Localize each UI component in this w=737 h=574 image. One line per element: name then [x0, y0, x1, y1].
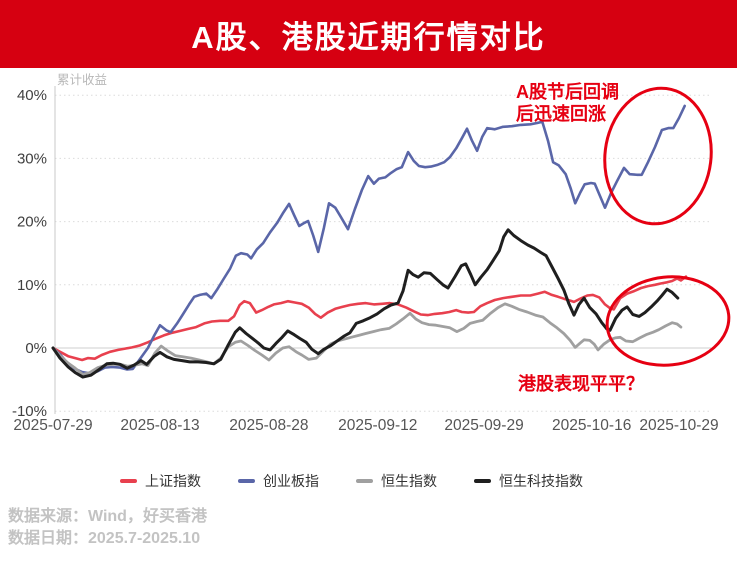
data-date-range: 数据日期：2025.7-2025.10 [8, 530, 201, 547]
legend-label: 恒生指数 [381, 473, 437, 489]
legend: 上证指数 创业板指 恒生指数 恒生科技指数 [0, 471, 737, 491]
x-tick-label: 2025-10-16 [552, 417, 631, 434]
x-tick-label: 2025-08-13 [120, 417, 199, 434]
legend-label: 上证指数 [145, 473, 201, 489]
y-tick-label: 0% [25, 340, 47, 357]
rebound-annotation-line1: A股节后回调 [516, 82, 619, 102]
x-tick-label: 2025-09-12 [338, 417, 417, 434]
legend-label: 创业板指 [263, 473, 319, 489]
legend-item: 恒生指数 [356, 471, 437, 491]
legend-item: 恒生科技指数 [474, 471, 583, 491]
legend-item: 上证指数 [120, 471, 201, 491]
legend-dash-icon [356, 479, 373, 483]
series-line [51, 302, 683, 376]
x-tick-label: 2025-09-29 [444, 417, 523, 434]
title-banner: A股、港股近期行情对比 [0, 0, 737, 68]
x-tick-label: 2025-07-29 [13, 417, 92, 434]
y-tick-label: 30% [17, 150, 47, 167]
chart-title: A股、港股近期行情对比 [191, 19, 546, 55]
legend-dash-icon [474, 479, 491, 483]
legend-label: 恒生科技指数 [499, 473, 583, 489]
series-lines [51, 104, 688, 379]
axis-labels: 40% 30% 20% 10% 0% -10%2025-07-29 2025-08-13 20… [12, 87, 719, 434]
data-source-block: 数据来源：Wind，好买香港 数据日期：2025.7-2025.10 [8, 506, 207, 550]
flat-emphasis-ellipse [605, 275, 731, 367]
y-tick-label: 20% [17, 214, 47, 231]
data-source: 数据来源：Wind，好买香港 [8, 508, 207, 525]
y-tick-label: 10% [17, 277, 47, 294]
comparison-chart: 累计收益 40% 30% 20% 10% 0% -10%2025-07-29 2025-08… [12, 73, 731, 434]
y-tick-label: 40% [17, 87, 47, 104]
series-line [51, 275, 688, 362]
rebound-emphasis-ellipse [603, 86, 713, 226]
y-axis-title: 累计收益 [57, 73, 107, 87]
x-tick-label: 2025-08-28 [229, 417, 308, 434]
rebound-annotation-line2: 后迅速回涨 [516, 103, 606, 124]
y-tick-label: -10% [12, 403, 47, 420]
series-line [51, 104, 687, 375]
gridlines [54, 86, 711, 414]
legend-dash-icon [238, 479, 255, 483]
legend-item: 创业板指 [238, 471, 319, 491]
legend-dash-icon [120, 479, 137, 483]
flat-annotation: 港股表现平平？ [518, 373, 644, 394]
series-line [51, 228, 680, 379]
x-tick-label: 2025-10-29 [639, 417, 718, 434]
